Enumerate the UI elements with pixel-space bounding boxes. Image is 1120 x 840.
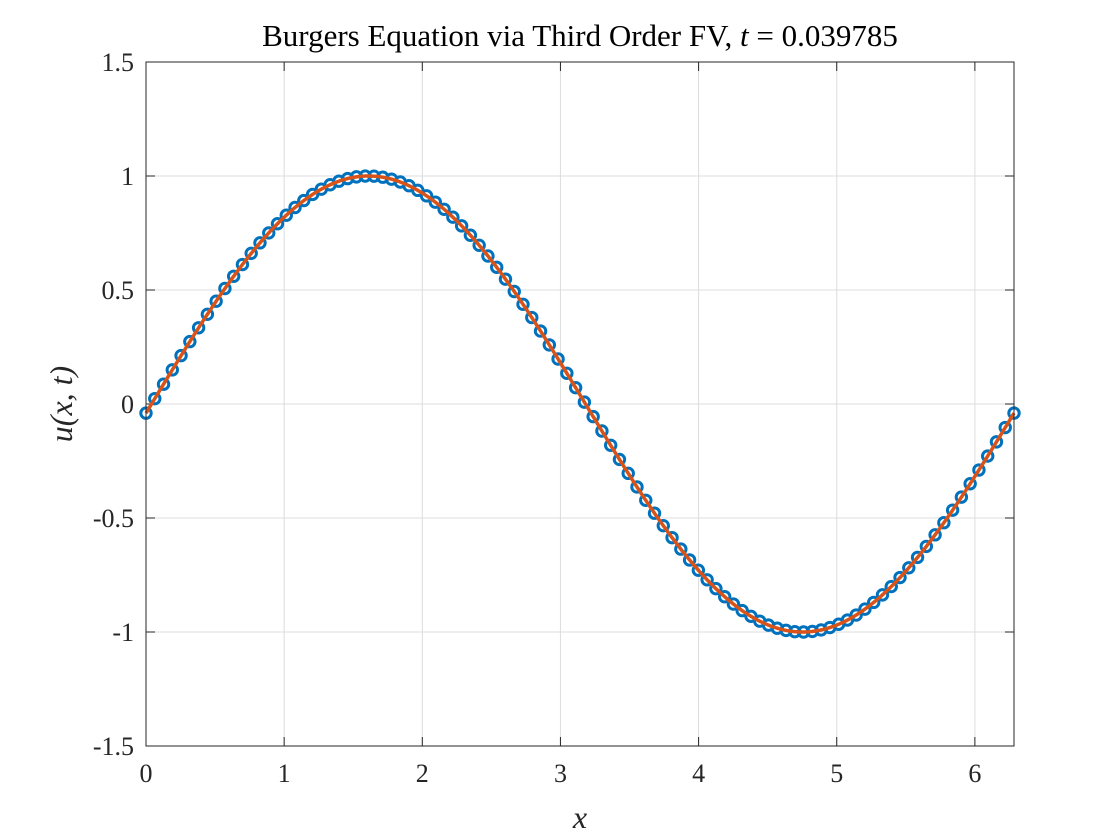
y-axis-label: u(x, t)	[43, 366, 79, 442]
data-point-marker	[717, 590, 732, 604]
data-point-marker	[656, 518, 670, 533]
data-point-marker	[910, 550, 925, 565]
x-tick-label: 4	[692, 759, 705, 788]
data-point-marker	[490, 260, 504, 275]
data-point-marker	[928, 528, 942, 542]
data-point-marker	[568, 380, 583, 395]
data-point-marker	[165, 363, 180, 377]
data-point-marker	[726, 597, 741, 611]
data-point-marker	[209, 294, 223, 308]
chart-title-main: Burgers Equation via Third Order FV,	[262, 18, 740, 53]
data-point-marker	[603, 438, 618, 452]
data-point-marker	[235, 257, 250, 272]
data-point-marker	[560, 366, 574, 380]
data-point-marker	[200, 307, 215, 322]
data-point-marker	[262, 226, 276, 240]
data-point-marker	[937, 516, 951, 530]
data-point-marker	[472, 238, 486, 253]
chart-title: Burgers Equation via Third Order FV, t =…	[262, 18, 898, 53]
data-point-marker	[244, 246, 258, 261]
data-point-marker	[700, 573, 714, 587]
data-point-marker	[586, 409, 600, 424]
data-point-marker	[428, 195, 443, 209]
data-point-marker	[735, 603, 749, 618]
plot-box	[145, 61, 1015, 747]
data-point-marker	[709, 581, 723, 596]
data-point-marker	[691, 563, 706, 577]
x-tick-label: 1	[278, 759, 291, 788]
data-point-marker	[682, 553, 697, 567]
data-point-marker	[989, 435, 1004, 449]
data-point-marker	[253, 236, 267, 250]
data-point-marker	[963, 477, 977, 491]
data-point-marker	[542, 338, 557, 352]
data-point-marker	[437, 202, 451, 216]
y-tick-label: 0	[121, 390, 134, 419]
y-tick-label: 0.5	[102, 276, 135, 305]
data-point-marker	[183, 334, 197, 349]
data-point-marker	[270, 217, 285, 231]
data-point-marker	[919, 539, 934, 554]
data-point-marker	[665, 530, 679, 545]
series-exact-line	[144, 174, 1016, 634]
data-point-marker	[507, 284, 521, 299]
data-point-marker	[630, 480, 644, 494]
data-point-marker	[577, 395, 592, 409]
data-point-marker	[419, 189, 434, 203]
x-axis-label: x	[572, 799, 587, 835]
data-point-marker	[639, 493, 653, 507]
data-point-marker	[849, 608, 863, 622]
chart-title-var: t	[740, 18, 750, 53]
data-point-marker	[156, 377, 171, 391]
data-point-marker	[902, 561, 916, 575]
data-point-marker	[884, 579, 898, 594]
data-point-marker	[454, 219, 469, 233]
data-point-marker	[998, 420, 1012, 435]
data-point-marker	[226, 269, 241, 283]
x-tick-label: 5	[830, 759, 843, 788]
data-point-marker	[954, 490, 969, 504]
data-point-marker	[533, 324, 548, 338]
data-point-marker	[288, 200, 302, 215]
exact-solution-line	[144, 174, 1016, 634]
data-point-marker	[972, 463, 986, 477]
y-tick-label: -1	[112, 618, 134, 647]
x-tick-label: 6	[968, 759, 981, 788]
data-point-marker	[446, 210, 460, 224]
y-tick-label: -1.5	[93, 732, 134, 761]
data-point-marker	[174, 348, 188, 363]
x-tick-label: 2	[416, 759, 429, 788]
data-point-marker	[481, 249, 495, 263]
x-tick-label: 3	[554, 759, 567, 788]
x-tick-labels: 0 1 2 3 4 5 6	[140, 759, 982, 788]
data-point-marker	[647, 506, 662, 520]
data-point-marker	[875, 588, 890, 602]
x-tick-label: 0	[140, 759, 153, 788]
data-point-marker	[279, 208, 293, 222]
data-point-marker	[980, 449, 995, 463]
data-point-marker	[858, 602, 872, 616]
data-point-marker	[191, 321, 206, 335]
data-point-marker	[148, 391, 162, 406]
data-point-marker	[621, 466, 635, 481]
data-point-marker	[463, 228, 478, 242]
y-tick-label: -0.5	[93, 504, 134, 533]
data-point-marker	[297, 193, 311, 208]
data-point-marker	[945, 503, 960, 517]
data-point-marker	[218, 281, 232, 296]
data-point-marker	[595, 424, 609, 438]
data-point-marker	[525, 310, 539, 325]
y-tick-label: 1	[121, 162, 134, 191]
y-tick-label: 1.5	[102, 48, 135, 77]
data-point-marker	[516, 297, 530, 312]
data-point-marker	[674, 542, 688, 556]
data-point-marker	[551, 352, 565, 366]
data-point-marker	[612, 452, 627, 467]
y-tick-labels: -1.5 -1 -0.5 0 0.5 1 1.5	[93, 48, 134, 761]
data-point-marker	[893, 570, 907, 585]
chart-title-eq: = 0.039785	[749, 18, 898, 53]
data-point-marker	[498, 272, 513, 286]
data-point-marker	[867, 595, 881, 610]
